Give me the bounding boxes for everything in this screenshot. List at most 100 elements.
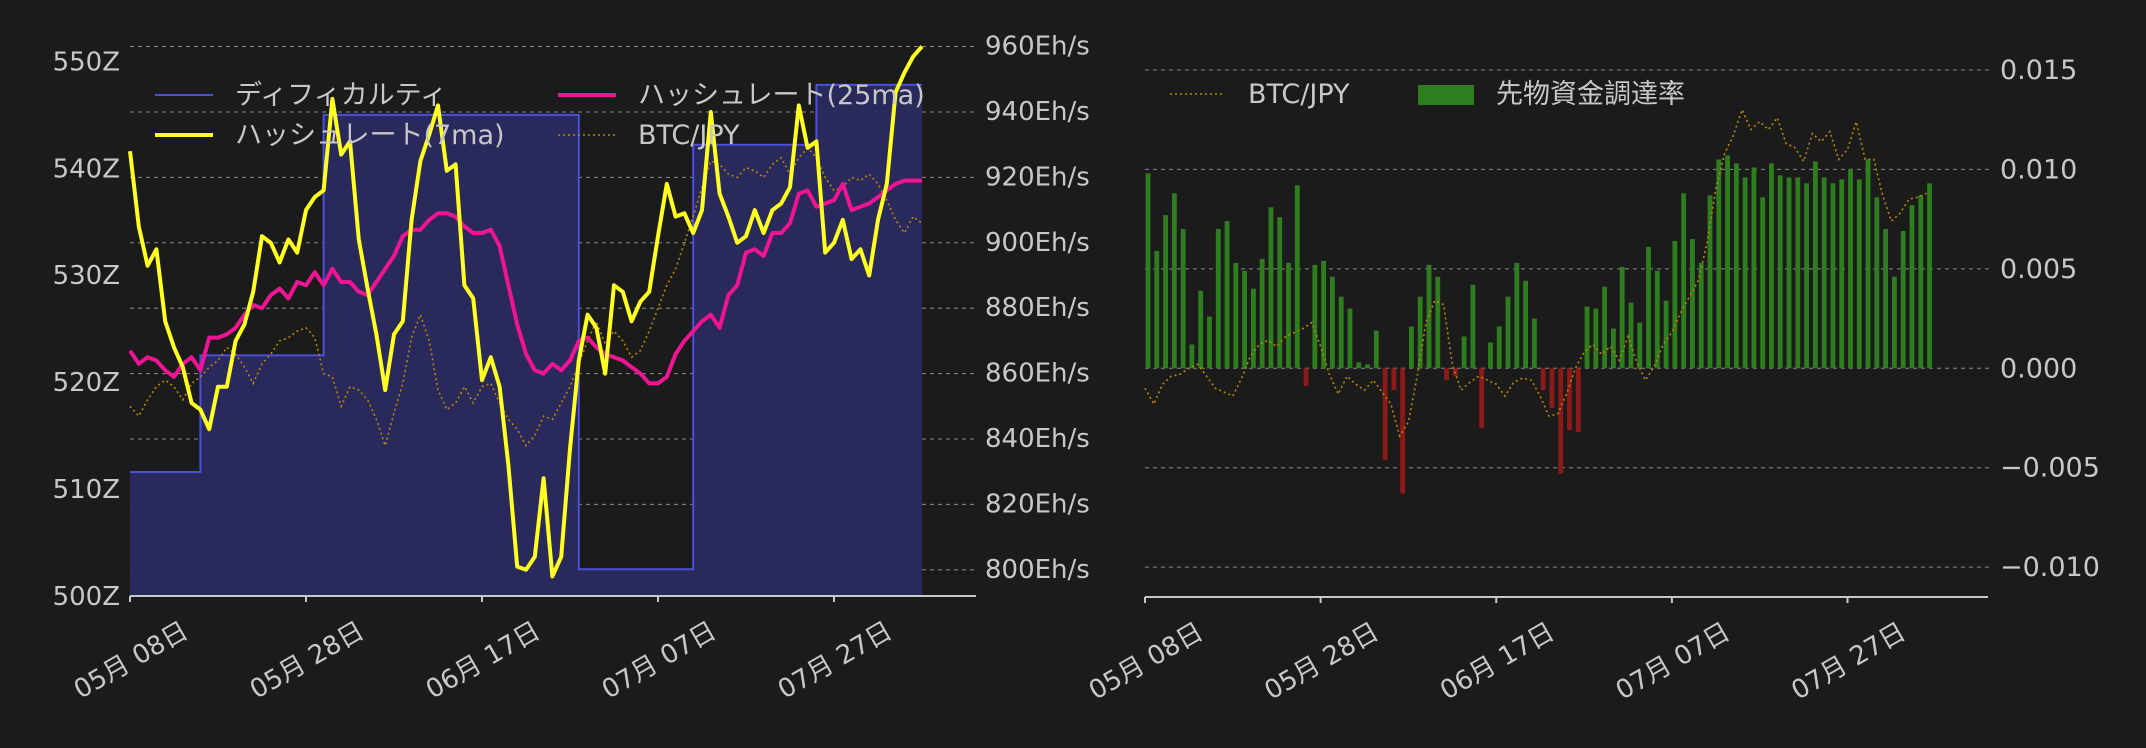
funding-rate-bar	[1698, 262, 1704, 369]
funding-rate-bar	[1496, 326, 1502, 369]
hashrate-difficulty-chart: 800Eh/s 820Eh/s 840Eh/s 860Eh/s 880Eh/s 900Eh…	[53, 32, 1090, 706]
funding-rate-bar	[1391, 368, 1397, 391]
funding-rate-bar	[1663, 300, 1669, 369]
funding-rate-bar	[1927, 183, 1932, 369]
funding-rate-bar	[1654, 270, 1660, 369]
right-axis-tick-label: 960Eh/s	[985, 32, 1090, 62]
legend-label: 先物資金調達率	[1496, 79, 1685, 110]
funding-rate-bar	[1602, 286, 1608, 369]
difficulty-area	[130, 84, 922, 597]
funding-rate-bar	[1224, 221, 1230, 369]
funding-rate-bar	[1189, 344, 1195, 369]
left-axis-tick-label: 550Z	[53, 47, 120, 77]
funding-rate-bar	[1514, 262, 1520, 369]
funding-rate-chart: −0.010 −0.005 0.000 0.005 0.010 0.015 05月 08日 0…	[1084, 55, 2100, 706]
legend-label: BTC/JPY	[1248, 79, 1350, 110]
funding-rate-bar	[1215, 229, 1221, 369]
legend-label: ハッシュレート(25ma)	[638, 80, 925, 111]
funding-rate-bar	[1250, 288, 1256, 369]
left-axis-tick-label: 520Z	[53, 368, 120, 398]
legend-swatch	[1418, 85, 1474, 105]
x-axis-tick-label: 06月 17日	[421, 616, 545, 705]
funding-rate-bar	[1259, 258, 1265, 369]
funding-rate-bar	[1207, 316, 1212, 369]
funding-rate-bar	[1567, 368, 1572, 430]
funding-rate-bar	[1795, 177, 1801, 369]
funding-rate-bar	[1171, 193, 1177, 369]
funding-rate-bar	[1769, 163, 1774, 369]
x-axis-tick-label: 07月 07日	[1611, 617, 1735, 706]
funding-rate-bar	[1321, 260, 1327, 369]
y-axis-tick-label: −0.005	[2000, 453, 2100, 484]
funding-rate-bar	[1725, 155, 1730, 369]
funding-rate-bar	[1821, 177, 1827, 369]
funding-rate-bar	[1874, 197, 1880, 369]
funding-rate-bar	[1198, 290, 1204, 369]
funding-rate-bar	[1804, 183, 1810, 369]
funding-rate-bar	[1312, 264, 1318, 369]
funding-rate-bar	[1751, 167, 1757, 369]
hashrate-25ma-line	[128, 178, 922, 386]
funding-rate-bar	[1163, 215, 1168, 369]
funding-rate-bar	[1839, 179, 1845, 369]
funding-rate-bar	[1294, 185, 1300, 369]
funding-rate-bar	[1812, 161, 1818, 369]
funding-rate-bar	[1681, 193, 1687, 369]
hashrate-7ma-line	[128, 45, 924, 579]
funding-rate-bar	[1373, 330, 1379, 369]
y-axis-tick-label: 0.005	[2000, 254, 2077, 285]
funding-rate-bar	[1242, 270, 1248, 369]
funding-rate-bar	[1716, 159, 1722, 369]
x-axis-tick-label: 07月 27日	[1787, 617, 1911, 706]
funding-rate-bar	[1883, 229, 1889, 369]
funding-rate-bar	[1575, 368, 1581, 432]
funding-rate-bar	[1646, 246, 1651, 369]
x-axis-tick-label: 06月 17日	[1435, 617, 1559, 706]
y-axis-tick-label: 0.000	[2000, 353, 2077, 384]
funding-rate-bar	[1356, 362, 1362, 369]
x-axis-tick-label: 05月 28日	[245, 616, 369, 705]
funding-rate-bar	[1329, 276, 1335, 369]
funding-rate-bar	[1865, 159, 1871, 369]
funding-rate-bar	[1409, 326, 1414, 369]
right-axis-tick-label: 800Eh/s	[985, 555, 1090, 585]
funding-rate-bar	[1488, 342, 1493, 369]
right-axis-tick-label: 820Eh/s	[985, 489, 1090, 519]
right-axis-tick-label: 920Eh/s	[985, 162, 1090, 192]
btc-jpy-line	[129, 146, 923, 449]
funding-rate-bar	[1303, 368, 1309, 387]
left-axis-tick-label: 510Z	[53, 475, 120, 505]
x-axis-tick-label: 05月 28日	[1260, 617, 1384, 706]
right-axis-tick-label: 860Eh/s	[985, 359, 1090, 389]
funding-rate-bar	[1733, 163, 1739, 369]
funding-rate-bar	[1742, 177, 1748, 369]
funding-rate-bar	[1286, 262, 1291, 369]
right-axis-tick-label: 840Eh/s	[985, 424, 1090, 454]
y-axis-tick-label: 0.015	[2000, 55, 2077, 86]
funding-rate-bar	[1540, 368, 1546, 391]
funding-rate-bar	[1417, 296, 1423, 369]
funding-rate-bar	[1505, 296, 1511, 369]
funding-rate-bar	[1347, 308, 1353, 369]
funding-rate-bar	[1523, 280, 1529, 369]
funding-rate-bar	[1672, 240, 1678, 369]
funding-rate-bar	[1619, 266, 1625, 369]
x-axis-tick-label: 07月 07日	[597, 616, 721, 705]
funding-rate-bar	[1154, 250, 1160, 369]
funding-rate-bar	[1470, 284, 1476, 369]
funding-rate-bar	[1145, 173, 1151, 369]
funding-rate-bar	[1461, 336, 1467, 369]
funding-rate-bar	[1918, 195, 1924, 369]
right-axis-tick-label: 880Eh/s	[985, 293, 1090, 323]
funding-rate-bar	[1637, 322, 1643, 369]
x-axis-tick-label: 07月 27日	[773, 616, 897, 705]
y-axis-tick-label: 0.010	[2000, 154, 2077, 185]
right-axis-tick-label: 900Eh/s	[985, 228, 1090, 258]
funding-rate-bar	[1900, 231, 1906, 369]
funding-rate-bar	[1760, 197, 1766, 369]
legend-label: BTC/JPY	[638, 120, 740, 151]
funding-rate-bar	[1479, 368, 1485, 428]
funding-rate-bar	[1549, 368, 1555, 409]
btc-jpy-line	[1144, 107, 1927, 438]
funding-rate-bar	[1856, 179, 1862, 369]
